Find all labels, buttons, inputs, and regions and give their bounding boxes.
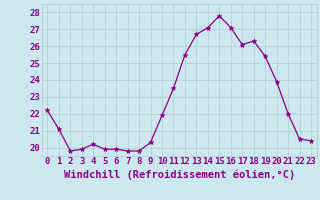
X-axis label: Windchill (Refroidissement éolien,°C): Windchill (Refroidissement éolien,°C) [64,169,295,180]
